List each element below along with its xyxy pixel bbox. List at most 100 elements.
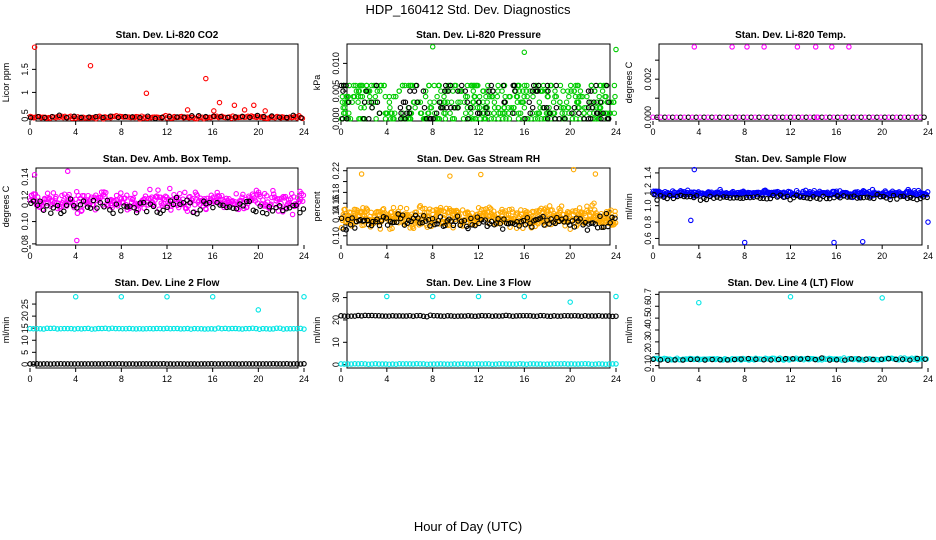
data-point — [402, 82, 408, 89]
y-axis-label: percent — [312, 191, 322, 222]
data-point — [541, 104, 547, 111]
data-point — [587, 116, 594, 122]
data-point — [402, 99, 409, 105]
y-tick-label: 30 — [331, 293, 341, 303]
data-point — [854, 195, 860, 201]
data-point — [374, 99, 381, 105]
data-point — [276, 196, 282, 202]
data-point — [826, 357, 833, 363]
data-point — [118, 190, 124, 196]
data-point — [534, 116, 541, 122]
data-point — [107, 113, 114, 119]
x-tick-label: 16 — [208, 127, 218, 137]
data-point — [429, 293, 436, 300]
data-point — [650, 356, 656, 363]
data-point — [82, 361, 88, 367]
data-point — [665, 357, 671, 363]
data-point — [106, 361, 112, 367]
data-point — [338, 82, 345, 89]
data-point — [407, 312, 413, 319]
y-tick-label: 0.000 — [643, 106, 653, 129]
data-point — [738, 356, 744, 362]
data-point — [558, 203, 565, 209]
data-point — [688, 217, 694, 224]
data-point — [484, 110, 491, 116]
data-point — [537, 361, 544, 367]
data-point — [276, 114, 283, 120]
data-point — [374, 88, 381, 94]
data-point — [560, 88, 566, 94]
data-point — [545, 88, 551, 94]
data-point — [51, 361, 57, 367]
y-tick-label: 0.6 — [643, 300, 653, 313]
data-point — [376, 361, 382, 367]
data-point — [600, 110, 606, 116]
data-point — [565, 361, 571, 367]
data-point — [804, 195, 810, 201]
data-point — [159, 114, 165, 121]
data-point — [33, 114, 39, 120]
data-point — [448, 104, 454, 111]
data-point — [426, 82, 432, 89]
data-point — [191, 361, 198, 367]
x-tick-label: 20 — [253, 127, 263, 137]
data-point — [787, 294, 794, 300]
data-point — [380, 214, 387, 220]
data-point — [585, 361, 592, 367]
x-tick-label: 16 — [831, 127, 841, 137]
data-point — [450, 88, 456, 94]
data-point — [894, 196, 900, 202]
data-point — [500, 82, 507, 89]
data-point — [218, 114, 224, 120]
data-point — [136, 361, 143, 367]
data-point — [571, 224, 578, 230]
data-point — [182, 189, 188, 196]
data-point — [870, 356, 876, 363]
data-point — [422, 218, 429, 224]
y-tick-label: 1 — [20, 90, 30, 95]
data-point — [99, 361, 105, 367]
data-point — [434, 361, 441, 367]
data-point — [599, 361, 606, 367]
data-point — [412, 104, 418, 111]
data-point — [215, 361, 222, 367]
plot-frame — [658, 43, 923, 122]
data-point — [442, 110, 449, 116]
data-point — [141, 205, 147, 211]
data-point — [255, 307, 262, 313]
y-tick-label: 0.08 — [20, 235, 30, 253]
data-point — [146, 114, 152, 121]
data-point — [266, 203, 273, 210]
data-point — [662, 188, 668, 195]
data-point — [201, 196, 208, 202]
data-point — [510, 82, 516, 89]
data-point — [358, 104, 364, 111]
data-point — [609, 361, 616, 367]
data-point — [812, 356, 819, 363]
data-point — [420, 213, 427, 219]
data-point — [598, 210, 604, 217]
x-tick-label: 24 — [611, 251, 621, 261]
data-point — [545, 110, 551, 116]
data-point — [289, 211, 296, 218]
data-point — [609, 214, 615, 221]
data-point — [109, 361, 115, 367]
data-point — [667, 192, 673, 199]
data-point — [523, 361, 530, 367]
data-point — [301, 326, 307, 332]
x-tick-label: 12 — [785, 251, 795, 261]
data-point — [137, 114, 143, 121]
y-tick-label: 0.3 — [643, 336, 653, 349]
data-point — [372, 312, 379, 319]
data-point — [184, 325, 191, 332]
data-point — [513, 313, 520, 319]
data-point — [510, 313, 516, 319]
data-point — [433, 110, 440, 116]
data-point — [797, 194, 803, 200]
data-point — [914, 355, 921, 362]
data-point — [240, 191, 246, 198]
data-point — [460, 116, 467, 122]
data-point — [731, 356, 738, 363]
data-point — [130, 361, 136, 367]
data-point — [112, 325, 119, 332]
